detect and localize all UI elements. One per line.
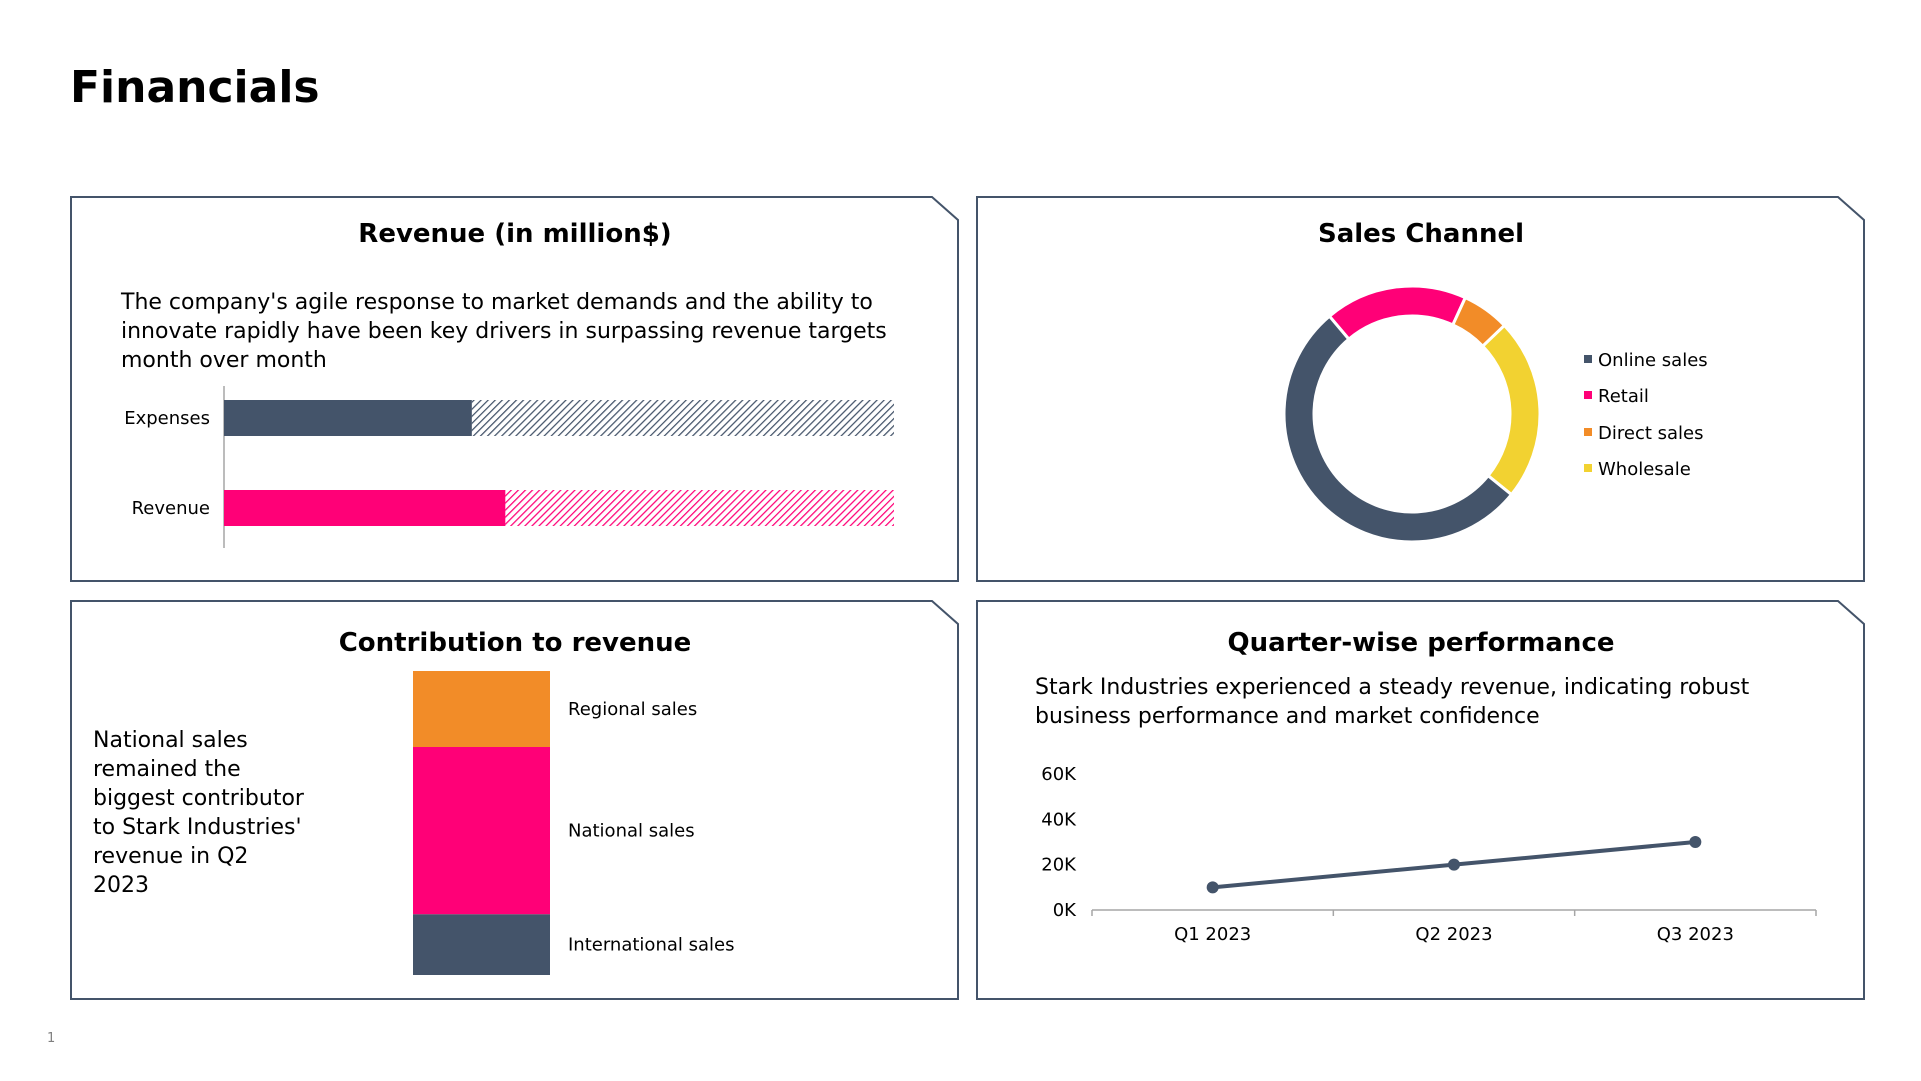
panel-title: Revenue (in million$) bbox=[358, 219, 672, 249]
data-point bbox=[1206, 881, 1219, 894]
contribution-stacked-bar: International sales National sales Regiona… bbox=[413, 671, 734, 975]
panel-frame bbox=[976, 196, 1865, 582]
revenue-description: The company's agile response to market d… bbox=[121, 290, 887, 373]
data-point bbox=[1689, 836, 1702, 848]
quarter-panel: Quarter-wise performance Stark Industrie… bbox=[976, 600, 1866, 1000]
x-tick-label: Q2 2023 bbox=[1415, 924, 1492, 945]
legend-retail: Retail bbox=[1584, 386, 1649, 407]
page-title: Financials bbox=[70, 62, 320, 113]
legend-online-sales: Online sales bbox=[1584, 350, 1708, 371]
revenue-panel: Revenue (in million$) The company's agil… bbox=[70, 196, 960, 582]
segment-label: International sales bbox=[568, 935, 734, 956]
y-tick-label: 40K bbox=[1041, 809, 1077, 830]
stack-segment bbox=[413, 747, 550, 915]
stack-segment bbox=[413, 914, 550, 975]
legend-swatch bbox=[1584, 391, 1592, 399]
contribution-description: National sales remained the biggest cont… bbox=[93, 728, 304, 898]
panel-title: Quarter-wise performance bbox=[1227, 628, 1615, 658]
sales-channel-panel: Sales Channel Online sales Retail Direct… bbox=[976, 196, 1866, 582]
panel-title: Sales Channel bbox=[1317, 219, 1525, 249]
segment-label: Regional sales bbox=[568, 699, 697, 720]
segment-label: National sales bbox=[568, 821, 695, 842]
sales-channel-donut bbox=[1282, 284, 1542, 544]
y-tick-label: 0K bbox=[1053, 900, 1077, 921]
legend-swatch bbox=[1584, 428, 1592, 436]
bar-segment bbox=[505, 490, 894, 526]
contribution-panel: Contribution to revenue National sales r… bbox=[70, 600, 960, 1000]
x-tick-label: Q1 2023 bbox=[1174, 924, 1251, 945]
legend-swatch bbox=[1584, 355, 1592, 363]
legend-direct-sales: Direct sales bbox=[1584, 423, 1703, 444]
panel-frame bbox=[70, 196, 959, 582]
bar-segment bbox=[224, 490, 506, 526]
slide-number: 1 bbox=[47, 1031, 56, 1046]
panel-frame bbox=[70, 600, 959, 1000]
revenue-bar-chart: Expenses Revenue bbox=[124, 386, 894, 548]
donut-slice-wholesale bbox=[1480, 323, 1542, 497]
quarter-line-chart: 0K 20K 40K 60K Q1 2023 Q2 2023 Q3 2023 bbox=[1041, 764, 1817, 945]
y-tick-label: 60K bbox=[1041, 764, 1077, 785]
panel-frame bbox=[976, 600, 1865, 1000]
panel-title: Contribution to revenue bbox=[338, 628, 692, 658]
bar-segment bbox=[471, 400, 894, 436]
legend-swatch bbox=[1584, 464, 1592, 472]
category-label: Expenses bbox=[124, 408, 210, 429]
quarter-description: Stark Industries experienced a steady re… bbox=[1035, 675, 1750, 729]
donut-slice-online-sales bbox=[1282, 314, 1514, 544]
category-label: Revenue bbox=[132, 498, 210, 519]
data-point bbox=[1448, 858, 1460, 871]
donut-slice-retail bbox=[1327, 284, 1468, 342]
bar-segment bbox=[224, 400, 472, 436]
x-tick-label: Q3 2023 bbox=[1657, 924, 1734, 945]
stack-segment bbox=[413, 671, 550, 747]
legend-wholesale: Wholesale bbox=[1584, 459, 1691, 480]
y-tick-label: 20K bbox=[1041, 855, 1077, 876]
